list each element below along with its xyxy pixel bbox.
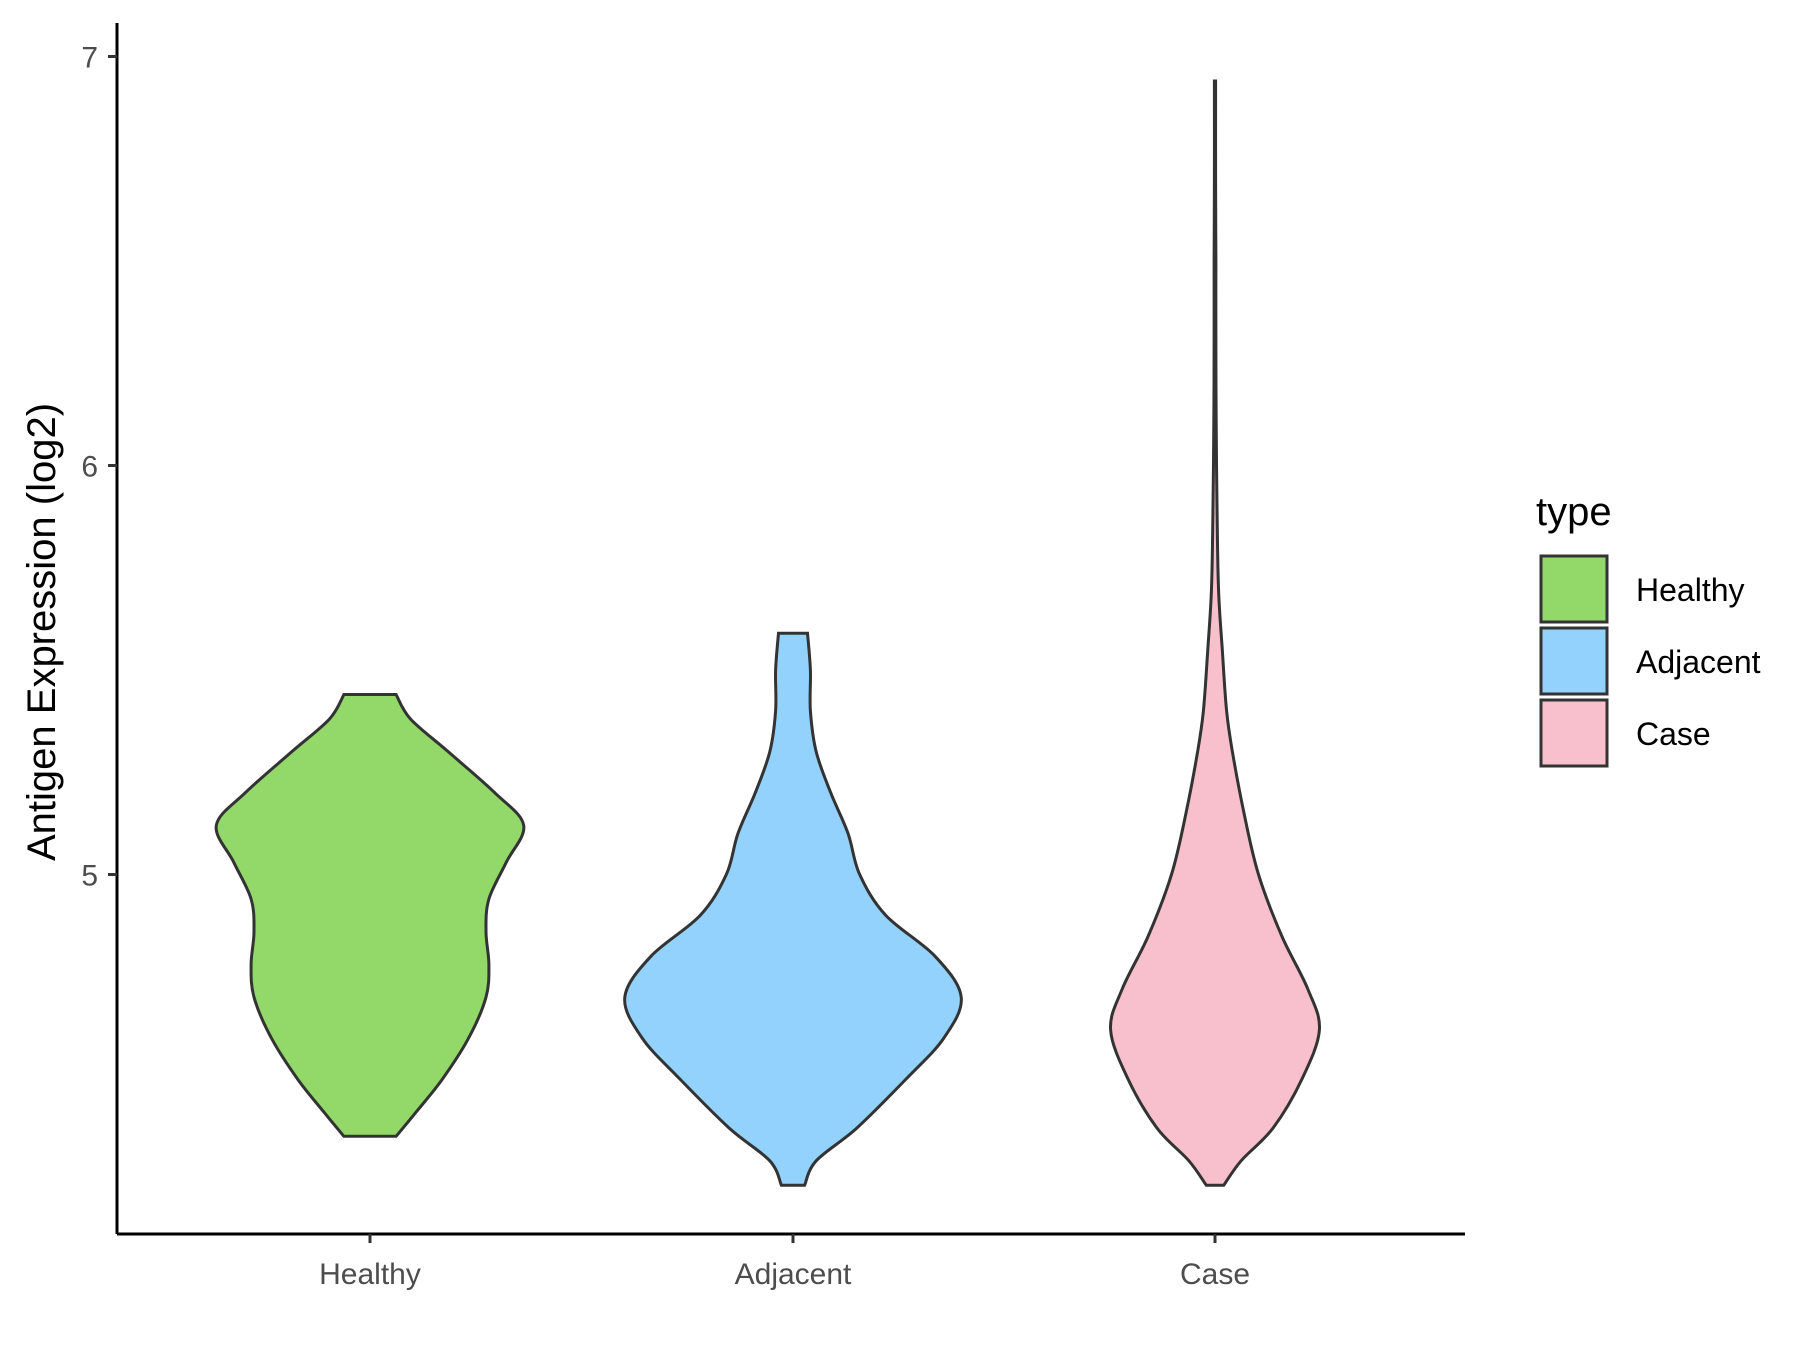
legend-label: Adjacent [1636, 644, 1761, 680]
legend-label: Healthy [1636, 572, 1745, 608]
legend-swatch [1539, 698, 1609, 768]
violin-healthy [214, 693, 526, 1138]
y-ticks: 5 6 7 [81, 42, 117, 893]
legend-swatch [1539, 554, 1609, 624]
y-axis-title: Antigen Expression (log2) [20, 403, 64, 861]
x-tick-label: Case [1180, 1258, 1250, 1291]
legend-label: Case [1636, 716, 1711, 752]
legend: Healthy Adjacent Case [1539, 554, 1761, 768]
x-tick-label: Adjacent [735, 1258, 852, 1291]
legend-swatch [1539, 626, 1609, 696]
violin-adjacent [623, 631, 963, 1187]
y-tick-label: 5 [81, 860, 98, 893]
y-tick-label: 6 [81, 451, 98, 484]
x-tick-label: Healthy [319, 1258, 421, 1291]
violin-case [1109, 79, 1321, 1187]
legend-title: type [1536, 490, 1612, 534]
violins-layer [214, 79, 1321, 1187]
y-tick-label: 7 [81, 42, 98, 75]
x-ticks: Healthy Adjacent Case [319, 1234, 1250, 1291]
